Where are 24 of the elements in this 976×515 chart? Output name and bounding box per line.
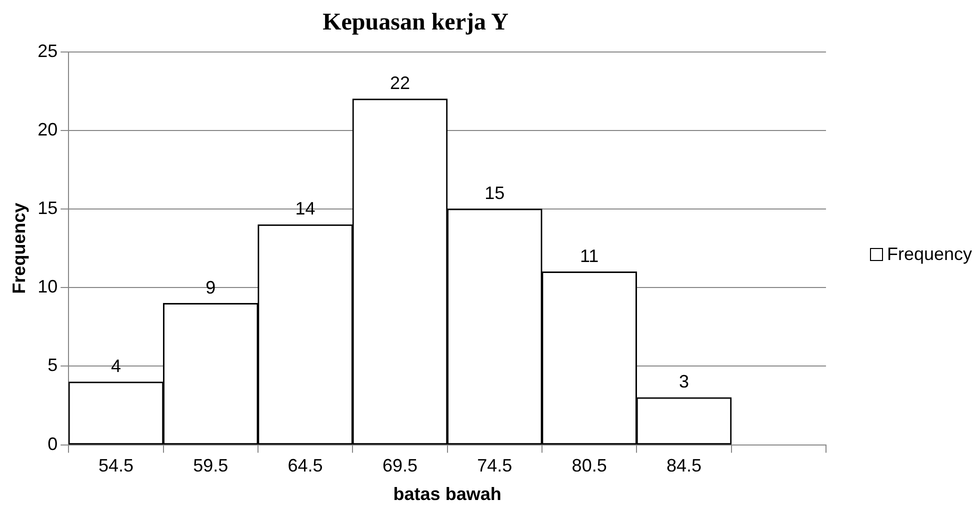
x-tick-label: 64.5 — [288, 456, 323, 476]
y-tick-label: 5 — [48, 355, 58, 376]
x-tick-label: 59.5 — [193, 456, 228, 476]
y-axis-title: Frequency — [8, 202, 29, 294]
y-tick-label: 0 — [48, 434, 58, 454]
data-label: 9 — [206, 277, 216, 298]
text: Frequency — [886, 244, 972, 265]
y-tick-label: 25 — [38, 40, 58, 61]
x-axis-title: batas bawah — [393, 484, 502, 504]
x-tick-label: 69.5 — [382, 456, 418, 476]
x-tick-label: 80.5 — [572, 456, 607, 476]
data-label: 4 — [110, 356, 121, 376]
data-label: 15 — [484, 182, 505, 203]
x-tick-label: 84.5 — [666, 456, 702, 476]
x-tick-label: 54.5 — [98, 456, 134, 476]
data-label: 14 — [295, 198, 316, 219]
data-label: 11 — [580, 246, 599, 266]
data-label: 3 — [678, 372, 689, 392]
y-tick-label: 15 — [38, 198, 58, 218]
x-tick-label: 74.5 — [477, 456, 512, 476]
chart-title: Kepuasan kerja Y — [322, 10, 508, 36]
y-tick-label: 20 — [38, 119, 58, 140]
y-tick-label: 10 — [38, 276, 58, 297]
data-label: 22 — [390, 72, 410, 93]
